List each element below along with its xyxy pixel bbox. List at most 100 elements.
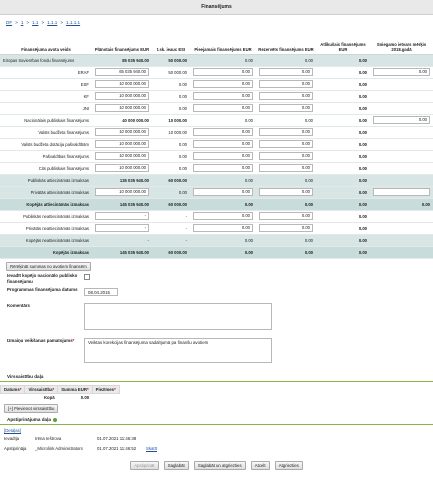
planned-value: 85 035 940.00 bbox=[92, 54, 152, 67]
target-value bbox=[370, 138, 433, 151]
planned-value[interactable]: 10 000 000.00 bbox=[95, 80, 149, 88]
national-funding-checkbox[interactable] bbox=[84, 274, 90, 280]
target-value[interactable] bbox=[373, 188, 430, 196]
remaining-value: 0.00 bbox=[316, 246, 370, 259]
view-link[interactable]: Skatīt bbox=[146, 446, 157, 451]
planned-value[interactable]: 10 000 000.00 bbox=[95, 140, 149, 148]
reserved-value-cell: 0.00 bbox=[256, 126, 316, 139]
table-row: Cits publiskais finansējums 10 000 000.00… bbox=[0, 162, 433, 175]
col-tsk: t.sk. ieauc ESI bbox=[152, 38, 190, 55]
target-value[interactable]: 0.00 bbox=[373, 116, 430, 124]
approval-role: Ievadīja bbox=[4, 436, 20, 441]
row-label: Privātās neattiecināmās izmaksas bbox=[0, 222, 92, 235]
col-target: Sniegamo ietvars mērķis 2018.gadā bbox=[370, 38, 433, 55]
col-notes: Piezīmes* bbox=[91, 385, 120, 394]
reserved-value[interactable]: 0.00 bbox=[259, 224, 313, 232]
available-value[interactable]: 0.00 bbox=[193, 152, 253, 160]
reserved-value: 0.00 bbox=[256, 54, 316, 67]
add-overcommitment-button[interactable]: [+] Pievienot virssaistību bbox=[4, 404, 59, 413]
approval-role: Apstiprināja bbox=[4, 446, 27, 451]
reason-textarea[interactable]: Veiktas korekcijas finansējuma sadalījum… bbox=[84, 338, 272, 363]
available-value: 0.00 bbox=[190, 54, 256, 67]
available-value[interactable]: 0.00 bbox=[193, 128, 253, 136]
tsk-value: - bbox=[152, 222, 190, 235]
target-value-cell: 0.00 bbox=[370, 66, 433, 79]
available-value: 0.00 bbox=[190, 234, 256, 247]
available-value-cell: 0.00 bbox=[190, 222, 256, 235]
target-value bbox=[370, 78, 433, 91]
national-funding-label: Ievadīt kopējo nacionālo publisko finans… bbox=[7, 273, 78, 284]
planned-value[interactable]: - bbox=[95, 224, 149, 232]
breadcrumb-separator: > bbox=[41, 20, 45, 25]
planned-value[interactable]: 65 035 940.00 bbox=[95, 68, 149, 76]
planned-value[interactable]: 10 000 000.00 bbox=[95, 164, 149, 172]
available-value[interactable]: 0.00 bbox=[193, 212, 253, 220]
row-label: Nacionālais publiskais finansējums bbox=[0, 114, 92, 127]
target-value bbox=[370, 126, 433, 139]
available-value[interactable]: 0.00 bbox=[193, 164, 253, 172]
target-value bbox=[370, 174, 433, 187]
available-value[interactable]: 0.00 bbox=[193, 140, 253, 148]
window-title: Finansējums bbox=[0, 0, 433, 15]
planned-value[interactable]: 10 000 000.00 bbox=[95, 92, 149, 100]
planned-value[interactable]: 10 000 000.00 bbox=[95, 128, 149, 136]
table-row: Pašvaldības finansējums 10 000 000.00 0.00… bbox=[0, 150, 433, 163]
planned-value[interactable]: 10 000 000.00 bbox=[95, 104, 149, 112]
table-row: Privātās neattiecināmās izmaksas - -0.00 0.… bbox=[0, 222, 433, 235]
reserved-value-cell: 0.00 bbox=[256, 66, 316, 79]
table-row: JNI 10 000 000.00 0.00 0.00 0.00 0.00 bbox=[0, 102, 433, 115]
funding-date-input[interactable]: 08.04.2015 bbox=[84, 288, 118, 296]
reserved-value-cell: 0.00 bbox=[256, 186, 316, 199]
reserved-value[interactable]: 0.00 bbox=[259, 128, 313, 136]
available-value[interactable]: 0.00 bbox=[193, 104, 253, 112]
reserved-value[interactable]: 0.00 bbox=[259, 188, 313, 196]
available-value[interactable]: 0.00 bbox=[193, 80, 253, 88]
breadcrumb-item[interactable]: 1.1 bbox=[32, 20, 39, 25]
planned-value-cell: 65 035 940.00 bbox=[92, 66, 152, 79]
recalculate-button[interactable]: Rērēķināt summas no avotiem finansēm bbox=[6, 262, 91, 271]
reserved-value[interactable]: 0.00 bbox=[259, 68, 313, 76]
table-row: Publiskās attiecināmās izmaksas 135 035 9… bbox=[0, 174, 433, 187]
target-value[interactable]: 0.00 bbox=[373, 68, 430, 76]
reserved-value[interactable]: 0.00 bbox=[259, 92, 313, 100]
reserved-value[interactable]: 0.00 bbox=[259, 212, 313, 220]
comments-textarea[interactable] bbox=[84, 303, 272, 330]
reserved-value-cell: 0.00 bbox=[256, 162, 316, 175]
reserved-value: 0.00 bbox=[256, 246, 316, 259]
reserved-value[interactable]: 0.00 bbox=[259, 164, 313, 172]
planned-value[interactable]: 10 000 000.00 bbox=[95, 152, 149, 160]
tsk-value: 50 000.00 bbox=[152, 66, 190, 79]
planned-value-cell: 10 000 000.00 bbox=[92, 90, 152, 103]
return-button[interactable]: Atgriezties bbox=[274, 461, 303, 470]
reserved-value[interactable]: 0.00 bbox=[259, 140, 313, 148]
row-label: Publiskās attiecināmās izmaksas bbox=[0, 174, 92, 187]
reserved-value[interactable]: 0.00 bbox=[259, 152, 313, 160]
available-value[interactable]: 0.00 bbox=[193, 68, 253, 76]
available-value[interactable]: 0.00 bbox=[193, 224, 253, 232]
available-value[interactable]: 0.00 bbox=[193, 92, 253, 100]
details-link[interactable]: [Detaļas] bbox=[4, 428, 21, 433]
target-value bbox=[370, 102, 433, 115]
available-value-cell: 0.00 bbox=[190, 126, 256, 139]
target-value bbox=[370, 150, 433, 163]
remaining-value: 0.00 bbox=[316, 66, 370, 79]
planned-value: - bbox=[92, 234, 152, 247]
breadcrumb-separator: > bbox=[15, 20, 18, 25]
save-button[interactable]: Saglabāt bbox=[163, 461, 189, 470]
available-value[interactable]: 0.00 bbox=[193, 188, 253, 196]
reserved-value[interactable]: 0.00 bbox=[259, 104, 313, 112]
approve-button[interactable]: Apstiprināt bbox=[130, 461, 159, 470]
breadcrumb-item[interactable]: DF bbox=[6, 20, 13, 25]
breadcrumb-item[interactable]: 1.1.1.1 bbox=[66, 20, 81, 25]
col-sum: Summa EUR* bbox=[57, 385, 93, 394]
cancel-button[interactable]: Atcelt bbox=[250, 461, 270, 470]
planned-value[interactable]: 10 000 000.00 bbox=[95, 188, 149, 196]
reserved-value-cell: 0.00 bbox=[256, 138, 316, 151]
tsk-value: 0.00 bbox=[152, 90, 190, 103]
save-and-return-button[interactable]: Saglabāt un atgriezties bbox=[193, 461, 246, 470]
planned-value-cell: 10 000 000.00 bbox=[92, 186, 152, 199]
reserved-value[interactable]: 0.00 bbox=[259, 80, 313, 88]
breadcrumb-item[interactable]: 1 bbox=[20, 20, 24, 25]
breadcrumb-item[interactable]: 1.1.1 bbox=[47, 20, 58, 25]
planned-value[interactable]: - bbox=[95, 212, 149, 220]
